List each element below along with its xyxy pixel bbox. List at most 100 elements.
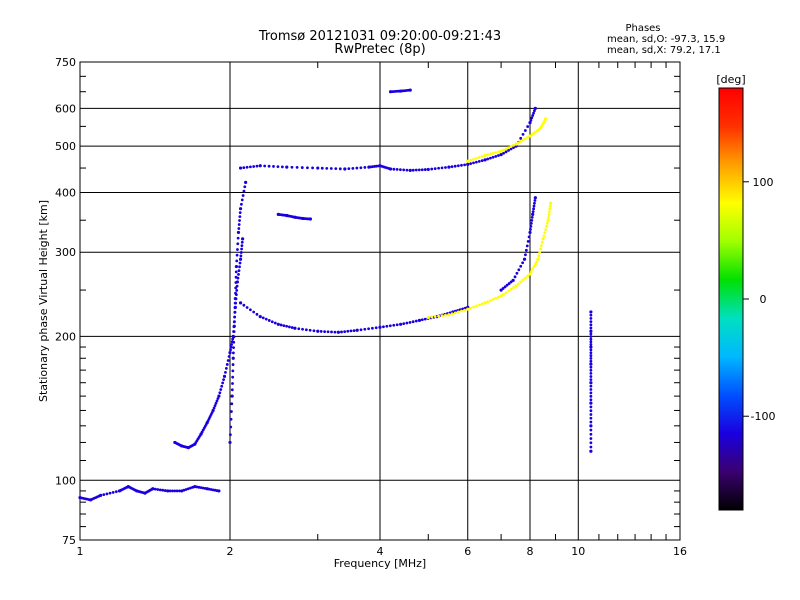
data-point: [519, 136, 523, 140]
data-point: [538, 251, 542, 254]
data-point: [531, 212, 535, 216]
data-point: [531, 114, 535, 117]
data-point: [230, 388, 234, 392]
data-point: [477, 156, 481, 159]
data-point: [330, 330, 333, 334]
data-point: [163, 489, 167, 492]
data-point: [367, 327, 370, 331]
data-point: [509, 147, 513, 151]
data-point: [232, 335, 236, 339]
data-point: [527, 235, 531, 239]
data-point: [217, 394, 221, 398]
data-point: [233, 306, 237, 310]
data-point: [301, 327, 304, 331]
data-point: [308, 217, 313, 221]
data-point: [544, 228, 548, 231]
data-point: [325, 166, 329, 170]
data-point: [512, 286, 515, 290]
data-point: [480, 302, 484, 306]
data-point: [513, 275, 517, 279]
y-tick-label: 200: [55, 330, 76, 343]
data-point: [175, 489, 179, 493]
data-point: [279, 323, 283, 327]
data-point: [173, 489, 177, 493]
data-point: [517, 268, 521, 272]
data-point: [486, 153, 490, 157]
data-point: [589, 416, 593, 420]
data-point: [323, 330, 327, 333]
data-point: [589, 409, 593, 413]
data-point: [114, 490, 118, 494]
data-point: [238, 301, 243, 305]
data-point: [589, 381, 593, 385]
data-point: [491, 155, 495, 159]
data-point: [287, 325, 291, 329]
data-point: [507, 146, 510, 150]
data-point: [280, 165, 284, 169]
data-point: [359, 166, 363, 170]
data-point: [497, 154, 500, 157]
data-point: [233, 296, 237, 301]
data-point: [108, 491, 112, 495]
data-point: [589, 362, 593, 366]
data-point: [489, 156, 492, 160]
data-point: [420, 168, 424, 172]
data-point: [258, 164, 262, 168]
data-point: [395, 168, 399, 171]
y-axis-label: Stationary phase Virtual Height [km]: [37, 200, 50, 402]
stats-header: Phases: [625, 23, 660, 34]
data-point: [519, 140, 523, 143]
data-point: [326, 330, 330, 334]
data-point: [511, 278, 515, 282]
data-point: [263, 164, 267, 168]
data-point: [231, 356, 235, 360]
data-point: [523, 137, 527, 141]
data-point: [589, 326, 593, 330]
data-point: [411, 168, 415, 172]
data-point: [589, 413, 593, 416]
data-point: [512, 143, 515, 147]
data-point: [499, 288, 503, 292]
data-point: [533, 199, 537, 202]
data-point: [218, 391, 222, 395]
data-point: [235, 259, 239, 263]
data-point: [236, 242, 240, 246]
data-point: [456, 164, 460, 168]
data-point: [463, 308, 467, 312]
data-point: [589, 449, 593, 453]
data-point: [504, 147, 508, 151]
data-point: [477, 303, 481, 307]
data-point: [405, 321, 409, 325]
data-point: [528, 272, 532, 276]
data-point: [230, 343, 234, 346]
data-point: [242, 189, 246, 193]
data-point: [237, 272, 240, 276]
data-point: [252, 310, 256, 314]
y-tick-label: 500: [55, 140, 76, 153]
data-point: [105, 492, 109, 496]
data-point: [333, 330, 337, 334]
data-point: [589, 388, 593, 391]
data-point: [589, 354, 593, 357]
data-point: [273, 321, 277, 325]
data-point: [499, 153, 503, 157]
data-point: [526, 274, 530, 278]
data-point: [225, 363, 229, 366]
data-point: [426, 315, 430, 320]
data-point: [228, 350, 232, 355]
data-point: [466, 162, 470, 166]
data-point: [524, 248, 528, 252]
data-point: [408, 168, 412, 172]
data-point: [231, 351, 235, 355]
data-point: [533, 109, 536, 113]
data-point: [494, 154, 498, 158]
data-point: [197, 485, 201, 489]
data-point: [161, 488, 165, 492]
data-point: [351, 166, 355, 170]
data-point: [423, 168, 427, 171]
x-axis-label: Frequency [MHz]: [334, 557, 426, 570]
data-point: [453, 311, 457, 315]
y-tick-label: 75: [62, 534, 76, 547]
data-point: [589, 424, 593, 428]
data-point: [589, 313, 593, 317]
